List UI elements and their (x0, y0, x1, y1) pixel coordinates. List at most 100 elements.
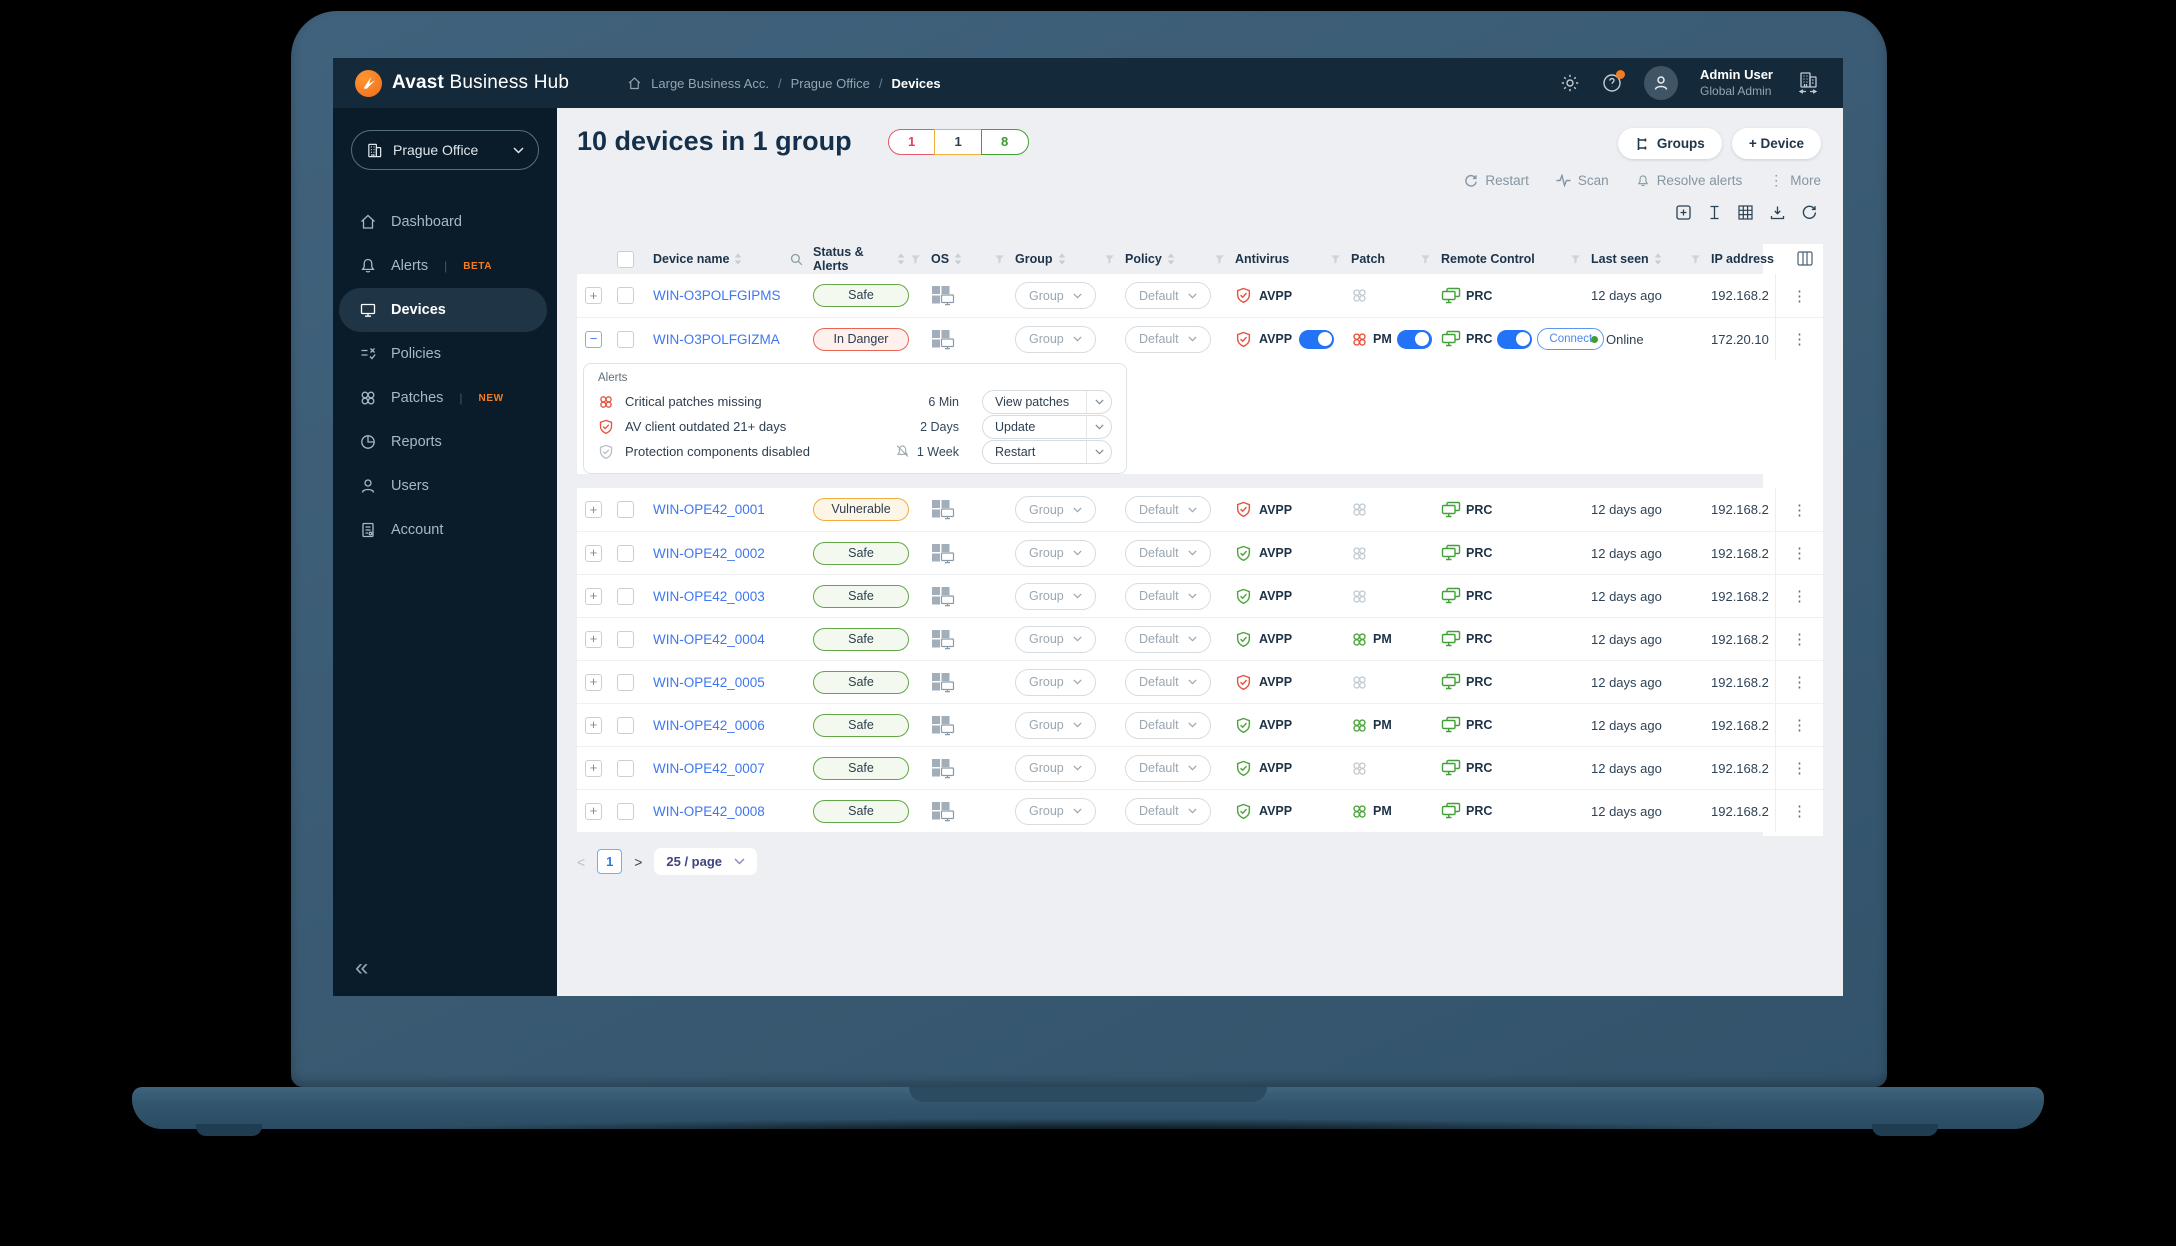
org-selector-dropdown[interactable]: Prague Office (351, 130, 539, 170)
device-name-link[interactable]: WIN-OPE42_0008 (653, 803, 765, 819)
sidebar-item-dashboard[interactable]: Dashboard (333, 200, 557, 244)
filter-funnel-icon[interactable] (1214, 254, 1225, 265)
sort-icon[interactable] (1167, 253, 1175, 265)
view-patches-dropdown[interactable]: View patches (982, 389, 1112, 414)
settings-gear-icon[interactable] (1560, 73, 1580, 93)
policy-dropdown[interactable]: Default (1125, 754, 1211, 782)
column-ip-address[interactable]: IP address (1711, 252, 1775, 266)
next-page-button[interactable]: > (634, 853, 643, 870)
search-icon[interactable] (790, 253, 803, 266)
column-antivirus[interactable]: Antivirus (1235, 252, 1290, 266)
sidebar-item-patches[interactable]: Patches | NEW (333, 376, 557, 420)
column-os[interactable]: OS (931, 252, 950, 266)
columns-settings-icon[interactable] (1797, 251, 1813, 266)
sidebar-item-account[interactable]: Account (333, 508, 557, 552)
row-checkbox[interactable] (617, 673, 634, 691)
add-device-button[interactable]: + Device (1731, 128, 1821, 159)
row-expander[interactable]: − (585, 330, 602, 348)
sidebar-item-reports[interactable]: Reports (333, 420, 557, 464)
filter-funnel-icon[interactable] (1570, 254, 1581, 265)
device-name-link[interactable]: WIN-O3POLFGIZMA (653, 331, 780, 347)
row-expander[interactable]: + (585, 544, 602, 562)
column-status[interactable]: Status & Alerts (813, 245, 864, 273)
user-info[interactable]: Admin User Global Admin (1700, 67, 1773, 98)
breadcrumb-item[interactable]: Prague Office (790, 75, 870, 91)
row-menu-kebab[interactable]: ⋮ (1792, 287, 1807, 305)
refresh-icon[interactable] (1802, 205, 1817, 220)
group-dropdown[interactable]: Group (1015, 797, 1096, 825)
device-name-link[interactable]: WIN-OPE42_0003 (653, 588, 765, 604)
chevron-down-icon[interactable] (1086, 415, 1111, 438)
row-menu-kebab[interactable]: ⋮ (1792, 545, 1807, 562)
connect-button[interactable]: Connect (1537, 328, 1605, 350)
row-menu-kebab[interactable]: ⋮ (1792, 717, 1807, 734)
row-menu-kebab[interactable]: ⋮ (1792, 631, 1807, 648)
row-checkbox[interactable] (617, 287, 634, 304)
add-column-icon[interactable] (1676, 205, 1691, 220)
group-dropdown[interactable]: Group (1015, 754, 1096, 782)
group-dropdown[interactable]: Group (1015, 625, 1096, 653)
device-name-link[interactable]: WIN-OPE42_0002 (653, 545, 765, 561)
policy-dropdown[interactable]: Default (1125, 582, 1211, 610)
policy-dropdown[interactable]: Default (1125, 496, 1211, 523)
row-checkbox[interactable] (617, 544, 634, 562)
resolve-alerts-button[interactable]: Resolve alerts (1636, 173, 1742, 188)
row-expander[interactable]: + (585, 630, 602, 648)
chevron-down-icon[interactable] (1086, 390, 1111, 413)
filter-funnel-icon[interactable] (1104, 254, 1115, 265)
select-all-checkbox[interactable] (617, 250, 634, 268)
filter-funnel-icon[interactable] (994, 254, 1005, 265)
policy-dropdown[interactable]: Default (1125, 282, 1211, 309)
home-icon[interactable] (627, 76, 642, 91)
row-checkbox[interactable] (617, 716, 634, 734)
avatar[interactable] (1644, 66, 1679, 100)
row-expander[interactable]: + (585, 287, 602, 304)
row-checkbox[interactable] (617, 501, 634, 518)
row-menu-kebab[interactable]: ⋮ (1792, 674, 1807, 691)
restart-button[interactable]: Restart (1464, 173, 1529, 188)
prev-page-button[interactable]: < (577, 853, 586, 870)
scan-button[interactable]: Scan (1556, 173, 1609, 188)
danger-count-badge[interactable]: 1 (887, 128, 936, 155)
more-button[interactable]: ⋮ More (1769, 172, 1821, 189)
device-name-link[interactable]: WIN-OPE42_0001 (653, 502, 765, 517)
row-checkbox[interactable] (617, 759, 634, 777)
filter-funnel-icon[interactable] (1420, 254, 1431, 265)
column-patch[interactable]: Patch (1351, 252, 1386, 266)
sidebar-collapse-button[interactable]: « (355, 954, 369, 981)
current-page[interactable]: 1 (597, 849, 623, 874)
policy-dropdown[interactable]: Default (1125, 325, 1211, 353)
device-name-link[interactable]: WIN-OPE42_0007 (653, 760, 765, 776)
row-expander[interactable]: + (585, 759, 602, 777)
filter-funnel-icon[interactable] (1330, 254, 1341, 265)
group-dropdown[interactable]: Group (1015, 325, 1096, 353)
policy-dropdown[interactable]: Default (1125, 711, 1211, 739)
sort-icon[interactable] (1058, 253, 1066, 265)
update-dropdown[interactable]: Update (982, 414, 1112, 439)
group-dropdown[interactable]: Group (1015, 539, 1096, 567)
column-device-name[interactable]: Device name (653, 252, 730, 266)
row-menu-kebab[interactable]: ⋮ (1792, 501, 1807, 519)
row-menu-kebab[interactable]: ⋮ (1792, 331, 1807, 348)
row-expander[interactable]: + (585, 501, 602, 518)
column-policy[interactable]: Policy (1125, 252, 1162, 266)
row-checkbox[interactable] (617, 587, 634, 605)
device-name-link[interactable]: WIN-OPE42_0006 (653, 717, 765, 733)
row-checkbox[interactable] (617, 802, 634, 820)
row-expander[interactable]: + (585, 716, 602, 734)
groups-button[interactable]: Groups (1617, 128, 1722, 159)
chevron-down-icon[interactable] (1086, 440, 1111, 463)
remote-toggle[interactable] (1497, 329, 1533, 349)
sidebar-item-alerts[interactable]: Alerts | BETA (333, 244, 557, 288)
download-icon[interactable] (1770, 205, 1785, 220)
sidebar-item-users[interactable]: Users (333, 464, 557, 508)
sort-icon[interactable] (734, 253, 742, 265)
group-dropdown[interactable]: Group (1015, 282, 1096, 309)
device-name-link[interactable]: WIN-OPE42_0004 (653, 631, 765, 647)
group-dropdown[interactable]: Group (1015, 668, 1096, 696)
device-name-link[interactable]: WIN-OPE42_0005 (653, 674, 765, 690)
policy-dropdown[interactable]: Default (1125, 797, 1211, 825)
column-remote-control[interactable]: Remote Control (1441, 252, 1535, 266)
policy-dropdown[interactable]: Default (1125, 625, 1211, 653)
group-dropdown[interactable]: Group (1015, 496, 1096, 523)
